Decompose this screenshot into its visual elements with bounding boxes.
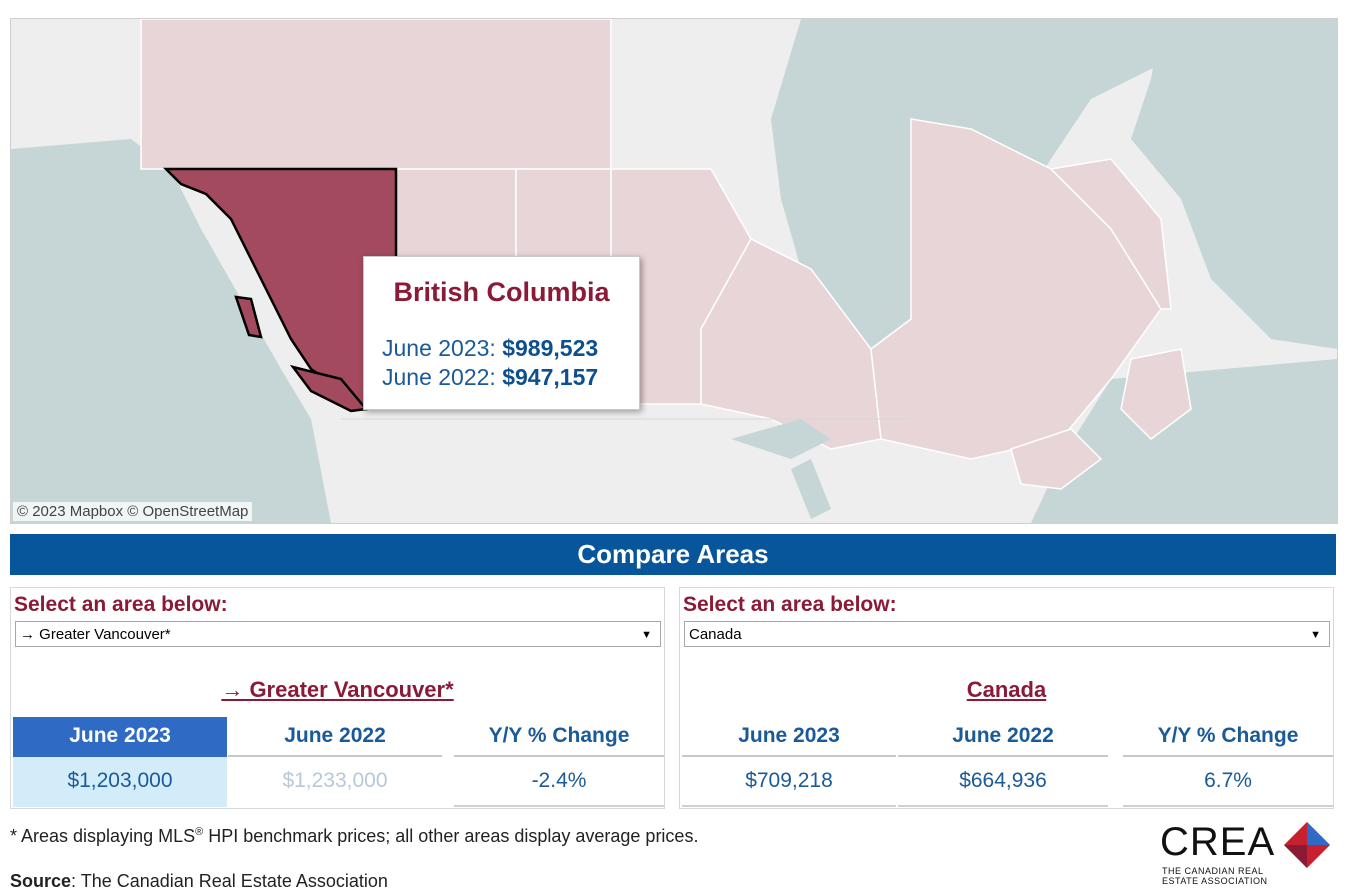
- left-compare-panel: Select an area below: → Greater Vancouve…: [10, 587, 665, 809]
- province-labrador[interactable]: [1049, 158, 1172, 310]
- footnote-post: HPI benchmark prices; all other areas di…: [203, 826, 699, 846]
- logo-subtitle: THE CANADIAN REAL ESTATE ASSOCIATION: [1162, 866, 1268, 886]
- chevron-down-icon[interactable]: ▼: [1310, 629, 1321, 641]
- logo-subtitle-line: ESTATE ASSOCIATION: [1162, 876, 1268, 886]
- labrador-sea: [1131, 19, 1337, 349]
- haida-gwaii[interactable]: [234, 295, 263, 339]
- atlantic-ocean: [1031, 359, 1337, 523]
- column-header: June 2022: [898, 717, 1108, 757]
- logo-mark-icon: [1284, 822, 1330, 868]
- footnote: * Areas displaying MLS® HPI benchmark pr…: [10, 826, 698, 847]
- tooltip-label: June 2022:: [382, 364, 496, 390]
- column-header: Y/Y % Change: [1123, 717, 1333, 757]
- tooltip-row-2022: June 2022: $947,157: [382, 364, 598, 391]
- compare-areas-banner: Compare Areas: [10, 534, 1336, 575]
- tooltip-label: June 2023:: [382, 335, 496, 361]
- right-compare-panel: Select an area below: Canada ▼ Canada Ju…: [679, 587, 1334, 809]
- dropdown-value: → Greater Vancouver*: [20, 626, 171, 643]
- column-yy-change: Y/Y % Change 6.7%: [1123, 717, 1333, 807]
- column-june-2023: June 2023 $709,218: [682, 717, 896, 807]
- lake-superior: [731, 419, 831, 459]
- column-june-2023: June 2023 $1,203,000: [13, 717, 227, 807]
- logo-subtitle-line: THE CANADIAN REAL: [1162, 866, 1264, 876]
- column-value: $1,203,000: [13, 757, 227, 807]
- registered-mark: ®: [195, 826, 204, 838]
- chevron-down-icon[interactable]: ▼: [641, 629, 652, 641]
- column-june-2022: June 2022 $664,936: [898, 717, 1108, 807]
- column-header: June 2023: [13, 717, 227, 757]
- tooltip-value: $989,523: [502, 335, 599, 361]
- vancouver-island[interactable]: [289, 364, 369, 413]
- area-title[interactable]: → Greater Vancouver*: [221, 677, 454, 702]
- dropdown-value: Canada: [689, 626, 742, 643]
- footnote-pre: * Areas displaying MLS: [10, 826, 196, 846]
- column-header: June 2023: [682, 717, 896, 757]
- column-value: -2.4%: [454, 757, 664, 807]
- area-title[interactable]: Canada: [966, 677, 1047, 702]
- logo-word: CREA: [1160, 820, 1276, 864]
- select-area-label: Select an area below:: [683, 593, 897, 616]
- column-yy-change: Y/Y % Change -2.4%: [454, 717, 664, 807]
- column-value: $1,233,000: [228, 755, 442, 805]
- crea-logo: CREA THE CANADIAN REAL ESTATE ASSOCIATIO…: [1158, 820, 1338, 888]
- lake-michigan: [791, 459, 831, 519]
- province-newfoundland[interactable]: [1120, 348, 1192, 440]
- column-value: $709,218: [682, 757, 896, 807]
- column-value: $664,936: [898, 757, 1108, 807]
- tooltip-row-2023: June 2023: $989,523: [382, 335, 598, 362]
- tooltip-value: $947,157: [502, 364, 599, 390]
- northern-territories[interactable]: [140, 19, 612, 170]
- column-value: 6.7%: [1123, 757, 1333, 807]
- source-label: Source: [10, 871, 72, 891]
- map-tooltip: British Columbia June 2023: $989,523 Jun…: [363, 256, 640, 410]
- tooltip-title: British Columbia: [393, 277, 610, 307]
- map-canvas[interactable]: [11, 19, 1337, 523]
- area-dropdown[interactable]: Canada ▼: [684, 621, 1330, 647]
- column-header: June 2022: [284, 724, 386, 747]
- maritime-provinces[interactable]: [1010, 428, 1103, 490]
- pacific-ocean: [11, 139, 331, 523]
- column-june-2022: June 2022 $1,233,000: [228, 717, 442, 805]
- area-dropdown[interactable]: → Greater Vancouver* ▼: [15, 621, 661, 647]
- province-map[interactable]: © 2023 Mapbox © OpenStreetMap British Co…: [10, 18, 1338, 524]
- select-area-label: Select an area below:: [14, 593, 228, 616]
- source-line: Source: The Canadian Real Estate Associa…: [10, 871, 388, 892]
- column-header: Y/Y % Change: [454, 717, 664, 757]
- source-text: : The Canadian Real Estate Association: [71, 871, 388, 891]
- map-attribution: © 2023 Mapbox © OpenStreetMap: [13, 502, 253, 521]
